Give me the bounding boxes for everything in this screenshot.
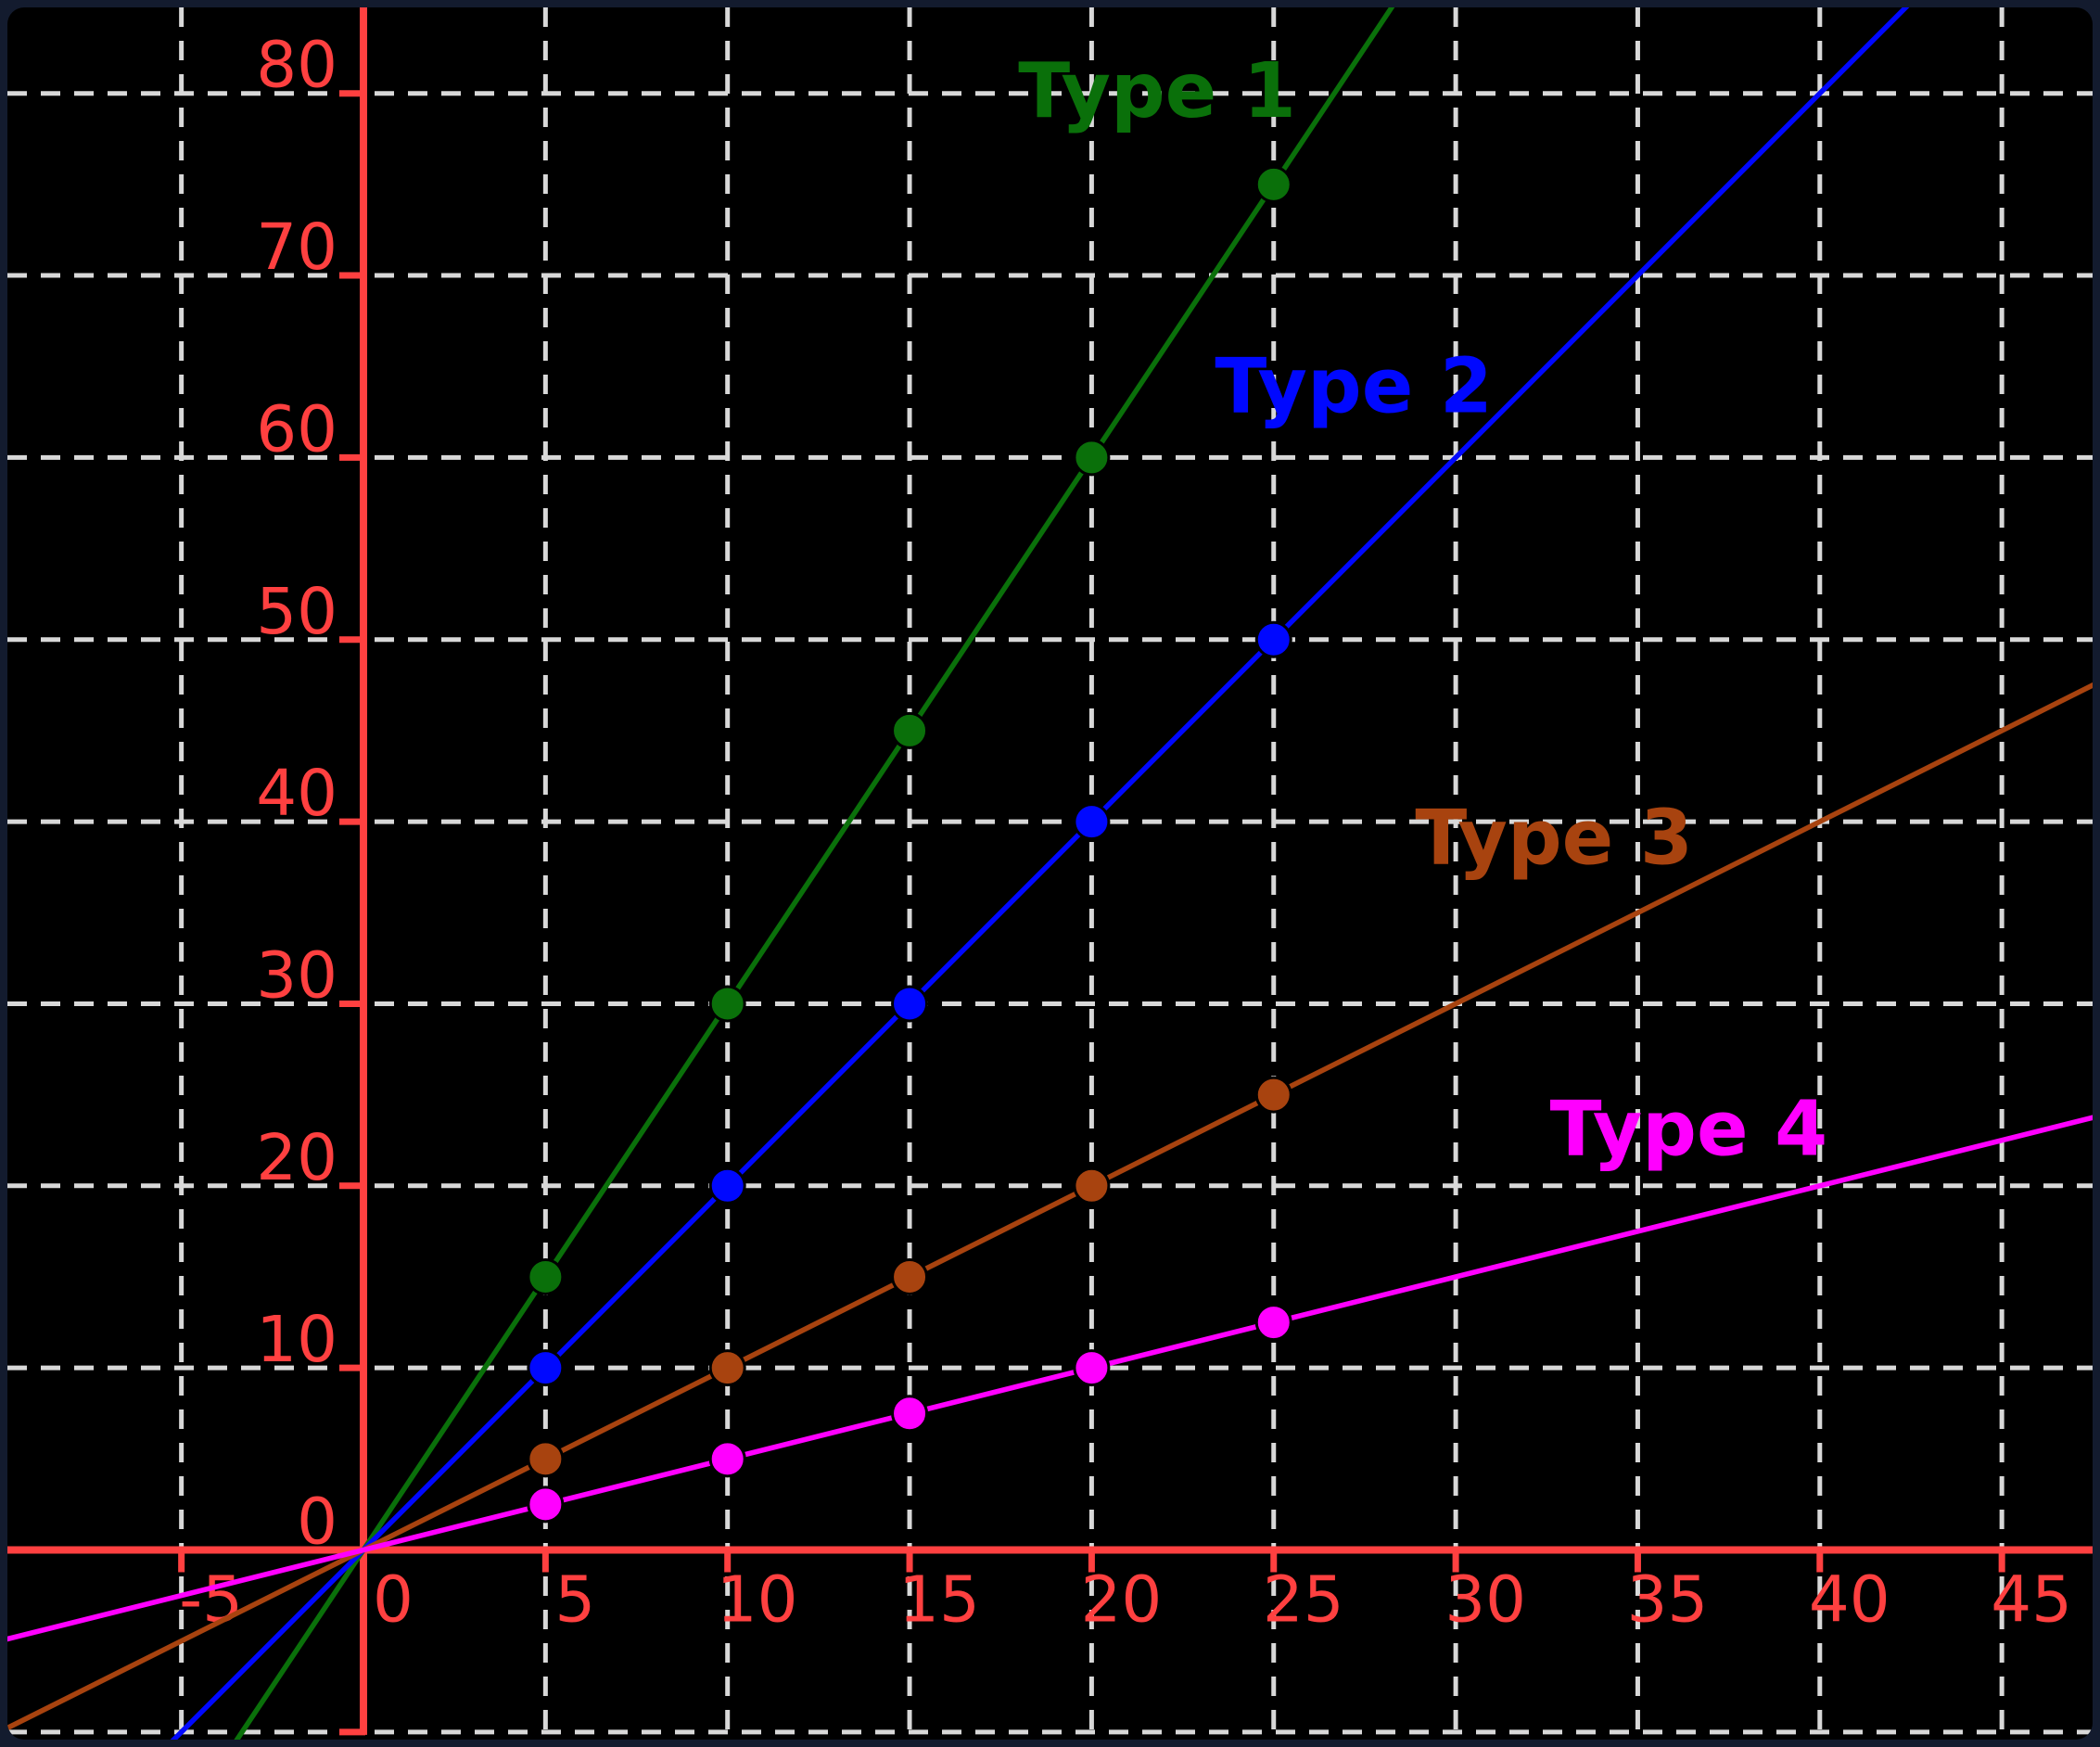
y-tick-label-50: 50 [256,575,337,649]
data-point-type-4-x25 [1254,1304,1292,1342]
data-point-type-2-x25 [1254,620,1292,658]
x-tick-label-15: 15 [898,1563,980,1638]
x-tick-label-20: 20 [1080,1563,1162,1638]
data-point-type-3-x25 [1254,1076,1292,1114]
x-tick-label-25: 25 [1263,1563,1344,1638]
data-point-type-4-x10 [708,1440,746,1478]
x-tick-label-35: 35 [1627,1563,1709,1638]
x-tick-label-45: 45 [1991,1563,2072,1638]
y-tick-label-80: 80 [256,29,337,103]
y-tick-label-70: 70 [256,210,337,285]
series-label-type-4: Type 4 [1550,1085,1828,1173]
y-tick-label-0: 0 [297,1486,337,1560]
data-point-type-1-x5 [527,1257,565,1295]
x-tick-label-10: 10 [717,1563,798,1638]
data-point-type-1-x25 [1254,165,1292,203]
data-point-type-2-x10 [708,1167,746,1205]
data-point-type-2-x20 [1073,803,1111,841]
data-point-type-2-x5 [527,1349,565,1387]
data-point-type-3-x20 [1073,1167,1111,1205]
x-tick-label-5: 5 [554,1563,595,1638]
data-point-type-2-x15 [891,985,929,1023]
series-label-type-3: Type 3 [1415,794,1693,882]
data-point-type-1-x20 [1073,439,1111,477]
series-line-type-3 [7,669,2093,1740]
x-tick-label-30: 30 [1445,1563,1526,1638]
data-point-type-3-x15 [891,1257,929,1295]
y-tick-label-60: 60 [256,392,337,466]
series-line-type-4 [7,1108,2093,1649]
series-label-type-2: Type 2 [1215,342,1493,430]
y-tick-label-20: 20 [256,1121,337,1195]
data-point-type-1-x10 [708,985,746,1023]
y-tick-label-10: 10 [256,1303,337,1377]
y-tick-label-40: 40 [256,757,337,831]
x-tick-label-0: 0 [373,1563,414,1638]
y-tick-label-30: 30 [256,938,337,1013]
data-point-type-4-x20 [1073,1349,1111,1387]
x-tick-label-40: 40 [1809,1563,1890,1638]
data-point-type-3-x5 [527,1440,565,1478]
data-point-type-1-x15 [891,711,929,749]
data-point-type-3-x10 [708,1349,746,1387]
data-point-type-4-x15 [891,1395,929,1433]
series-label-type-1: Type 1 [1018,47,1296,135]
data-point-type-4-x5 [527,1486,565,1524]
